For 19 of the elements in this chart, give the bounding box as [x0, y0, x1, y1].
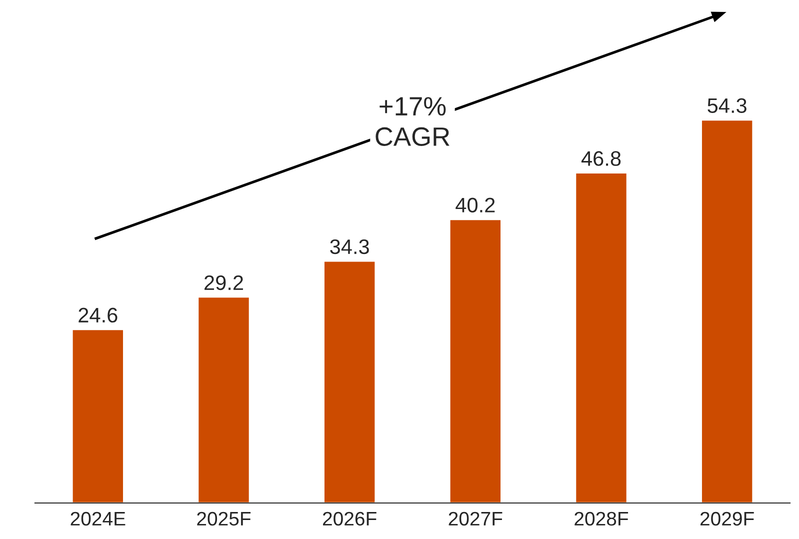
bar: [574, 172, 628, 503]
data-label: 46.8: [581, 151, 621, 166]
x-tick-label: 2028F: [574, 512, 628, 526]
data-label: 29.2: [204, 275, 243, 290]
data-label: 34.3: [330, 239, 369, 254]
data-label: 40.2: [456, 198, 495, 212]
bar: [323, 260, 376, 503]
x-tick-label: 2029F: [700, 512, 754, 526]
data-label: 24.6: [78, 308, 118, 323]
x-tick-label: 2025F: [197, 512, 251, 526]
data-label: 54.3: [708, 98, 746, 114]
x-tick-label: 2024E: [70, 512, 126, 526]
annotation: +17% CAGR: [376, 97, 450, 146]
bar: [71, 328, 124, 503]
bar: [700, 119, 754, 503]
bar: [448, 218, 502, 503]
bar: [197, 296, 250, 503]
x-tick-label: 2027F: [448, 512, 502, 526]
x-tick-label: 2026F: [323, 512, 376, 526]
